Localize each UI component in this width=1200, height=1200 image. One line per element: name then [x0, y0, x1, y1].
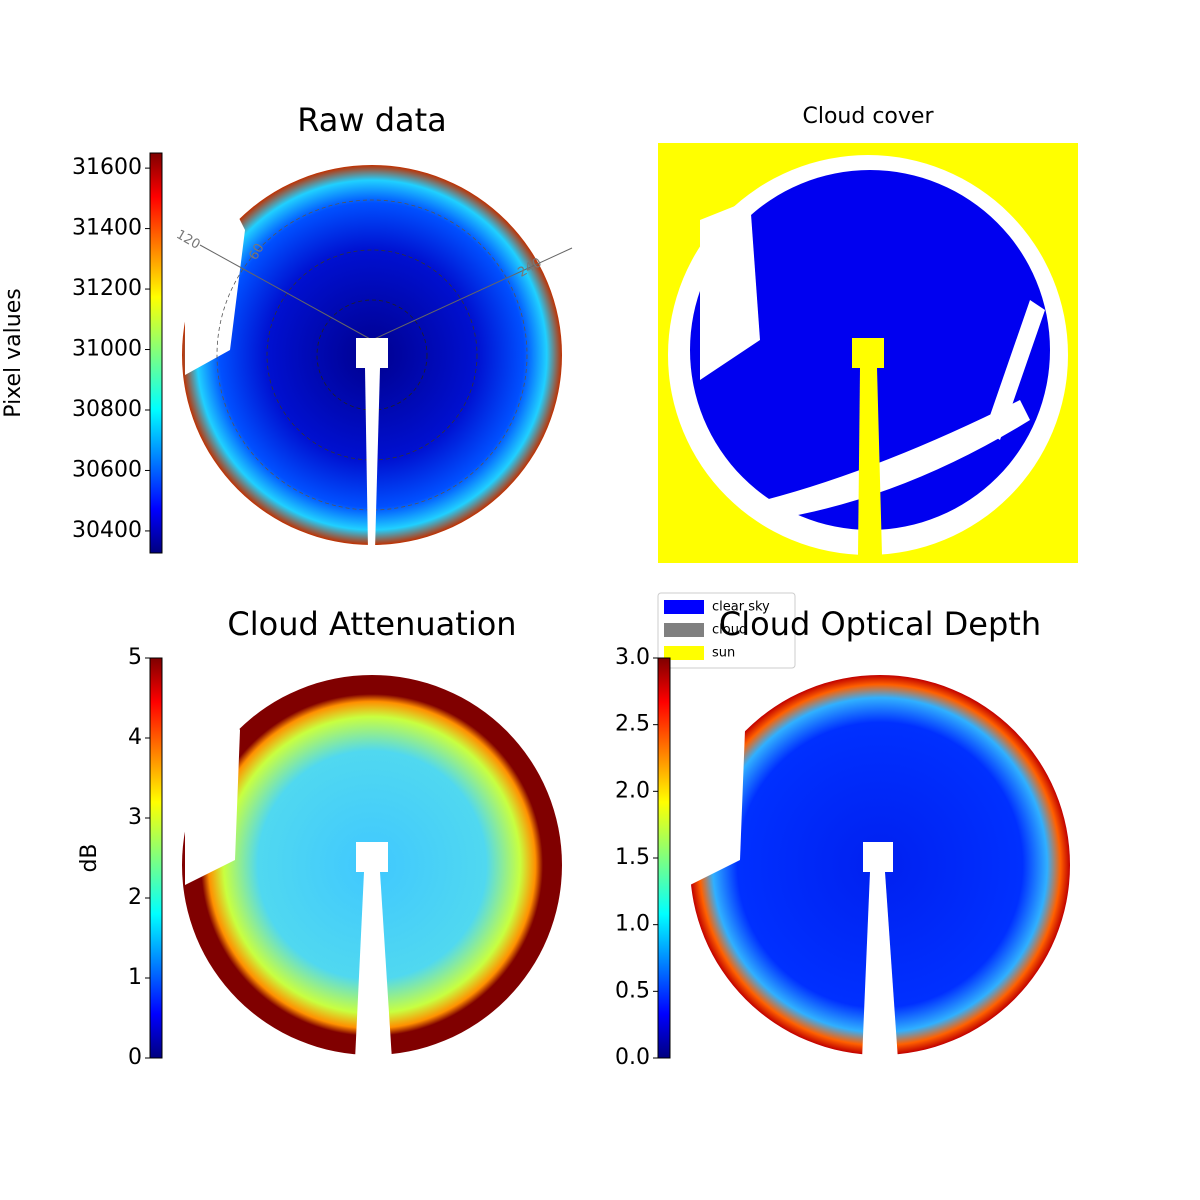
colorbar-tick-label: 1.0	[615, 912, 650, 937]
optical-depth-image	[690, 675, 1070, 1060]
colorbar-tick-label: 3.0	[615, 645, 650, 670]
legend-label: sun	[712, 646, 735, 661]
colorbar-tick-label: 1	[128, 965, 142, 990]
colorbar-tick-label: 0.0	[615, 1045, 650, 1070]
colorbar-tick-label: 31000	[72, 337, 142, 362]
raw-image	[182, 165, 573, 550]
colorbar-tick-label: 31600	[72, 155, 142, 180]
colorbar-tick-label: 1.5	[615, 845, 650, 870]
colorbar-tick-label: 2.0	[615, 778, 650, 803]
colorbar-tick-label: 3	[128, 805, 142, 830]
colorbar-tick-label: 2	[128, 885, 142, 910]
panel-title: Cloud cover	[803, 104, 935, 129]
colorbar-label: dB	[77, 843, 102, 872]
colorbar	[149, 152, 163, 554]
colorbar-tick-label: 4	[128, 725, 142, 750]
legend-swatch	[664, 623, 704, 637]
colorbar-tick-label: 31200	[72, 276, 142, 301]
colorbar	[657, 657, 671, 1059]
legend-swatch	[664, 646, 704, 660]
panel-title: Raw data	[297, 101, 447, 139]
colorbar-tick-label: 30600	[72, 457, 142, 482]
colorbar-tick-label: 2.5	[615, 712, 650, 737]
legend-label: cloud	[712, 623, 747, 638]
attenuation-image	[182, 675, 562, 1060]
colorbar-tick-label: 31400	[72, 216, 142, 241]
panel-title: Cloud Optical Depth	[719, 605, 1041, 643]
legend-label: clear sky	[712, 600, 770, 615]
colorbar-tick-label: 30800	[72, 397, 142, 422]
colorbar	[149, 657, 163, 1059]
colorbar-tick-label: 5	[128, 645, 142, 670]
colorbar-tick-label: 30400	[72, 518, 142, 543]
cloud-cover-image	[658, 143, 1078, 563]
colorbar-tick-label: 0	[128, 1045, 142, 1070]
panel-title: Cloud Attenuation	[227, 605, 516, 643]
colorbar-label: Pixel values	[1, 288, 26, 417]
legend-swatch	[664, 600, 704, 614]
colorbar-tick-label: 0.5	[615, 978, 650, 1003]
polar-label: 60	[246, 241, 267, 263]
